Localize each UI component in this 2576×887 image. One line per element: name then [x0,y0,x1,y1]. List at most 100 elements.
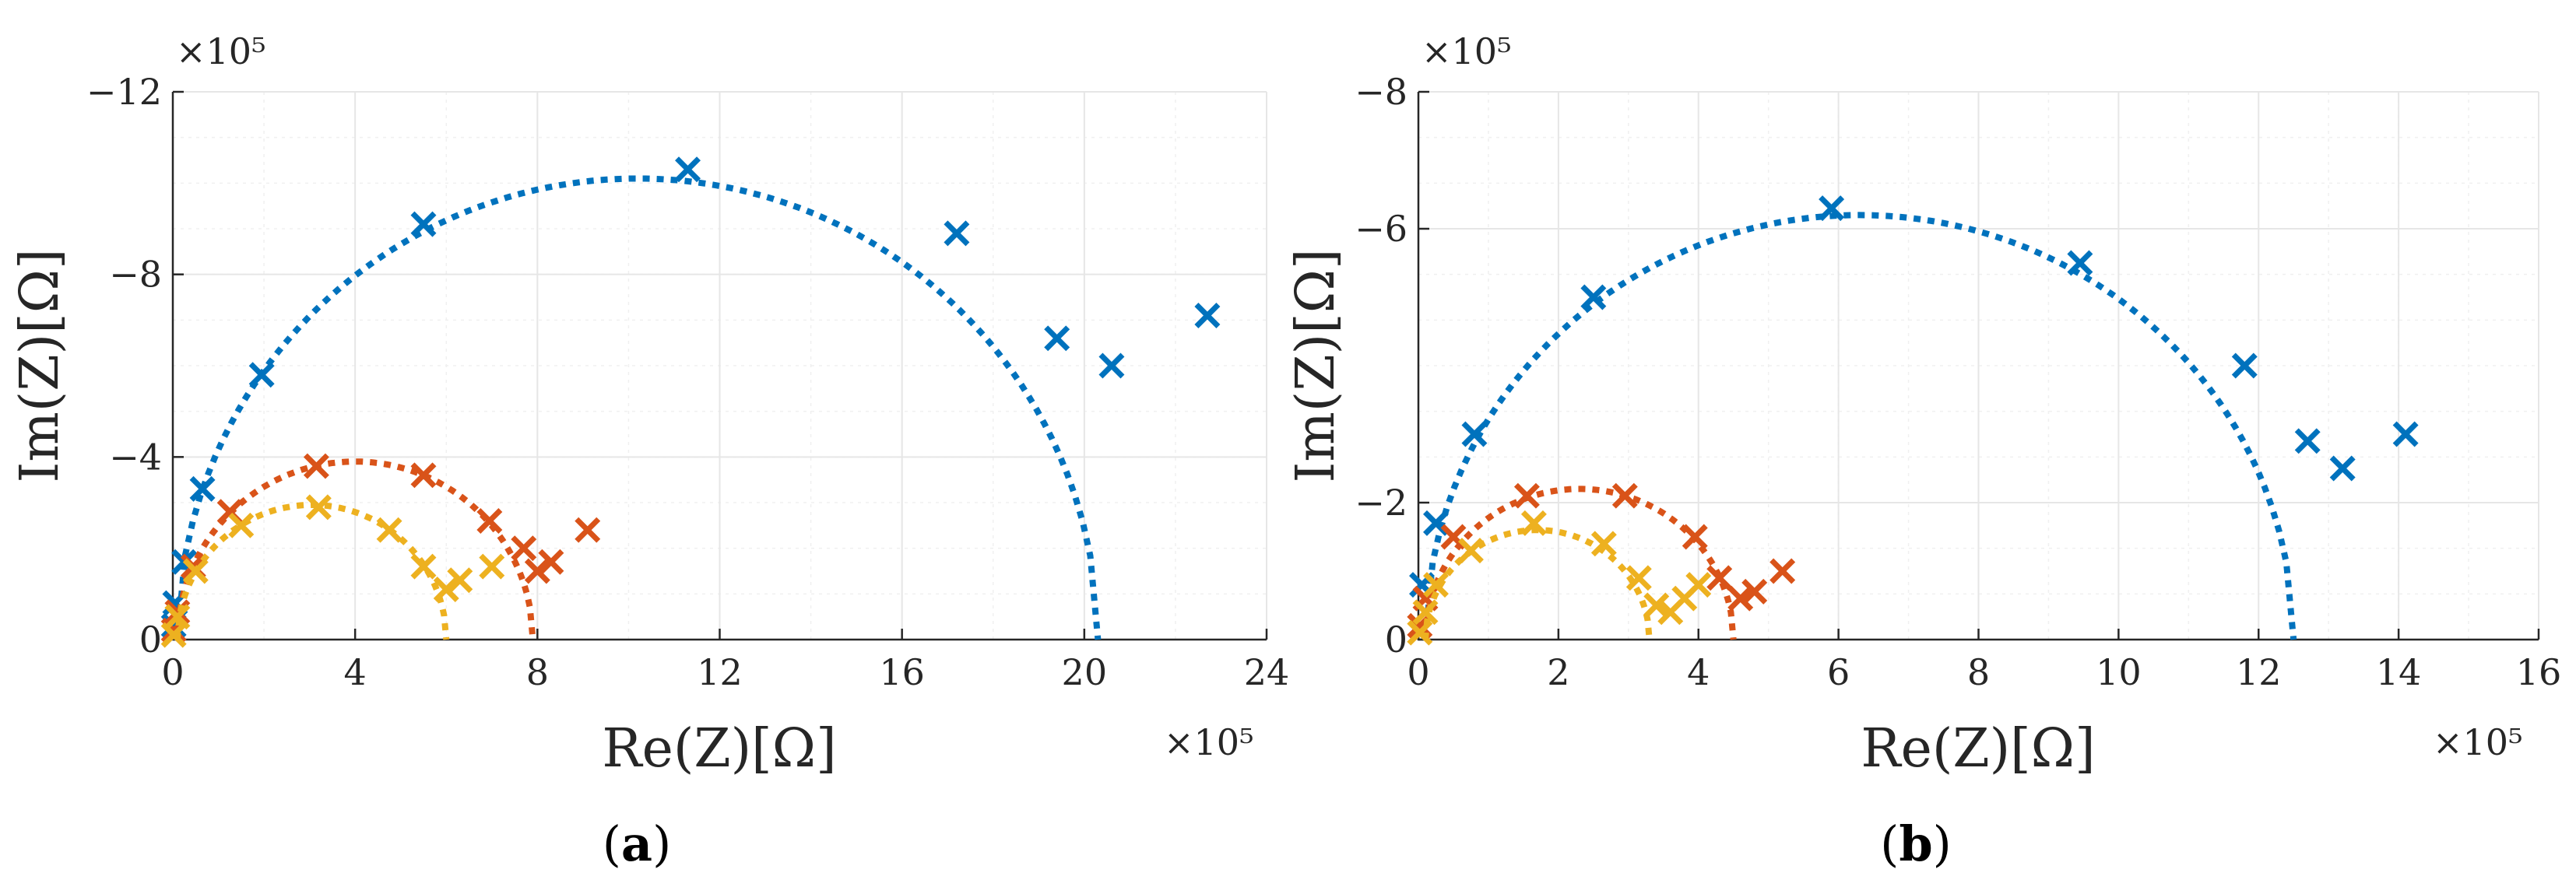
x-axis-label: Re(Z)[Ω] [1861,718,2095,780]
data-point-stroke [2067,250,2093,276]
y-tick-label: 0 [1385,619,1407,661]
y-exponent-label: ×10⁵ [176,30,266,72]
data-point [944,220,970,247]
y-tick-label: 0 [139,619,162,661]
data-point-stroke [2231,352,2258,379]
panel-label-close-paren: ) [652,815,671,872]
data-point-stroke [164,599,191,626]
data-point-stroke [511,535,537,562]
data-point [1769,558,1796,584]
data-point [479,553,505,580]
data-point-stroke [2329,455,2356,482]
data-point [433,576,459,602]
data-point-stroke [305,494,332,521]
data-point-stroke [476,507,503,534]
data-point-stroke [1098,352,1125,379]
data-point [1098,352,1125,379]
data-point [1194,302,1221,328]
y-exponent-label: ×10⁵ [1422,30,1512,72]
data-point [2392,421,2419,447]
data-point-stroke [1513,482,1540,509]
data-point-stroke [410,553,437,580]
panel-a: 0 4 8 12 16 20 24 0 −4 −8 −12 Re(Z)[Ω] Im(Z)[Ω] ×10⁵ ×… [9,30,1289,872]
data-point [189,475,216,502]
data-point [511,535,537,562]
data-point [1706,565,1733,591]
data-point-stroke [675,156,701,183]
data-point [538,549,564,575]
data-point [1727,585,1754,612]
data-point-stroke [944,220,970,247]
x-tick-label: 8 [526,651,549,693]
y-tick-label: −8 [1355,71,1407,113]
data-point [410,553,437,580]
data-point [182,558,209,584]
data-point [575,517,601,543]
data-point [1461,421,1488,447]
data-point [305,494,332,521]
x-tick-label: 8 [1967,651,1990,693]
series-1 [1409,195,2419,640]
data-point [2329,455,2356,482]
fit-curve [1422,486,1737,640]
data-point-stroke [1412,599,1439,626]
data-point [524,558,550,584]
x-tick-label: 6 [1827,651,1850,693]
x-tick-label: 12 [697,651,743,693]
series-3 [160,494,505,648]
fit-curve [174,175,1102,640]
y-axis-label: Im(Z)[Ω] [1285,248,1347,482]
x-tick-label: 0 [1407,651,1429,693]
panel-label-close-paren: ) [1933,815,1952,872]
data-point-stroke [524,558,550,584]
data-point [1580,284,1607,310]
data-point [1520,510,1547,536]
data-point-stroke [1611,482,1638,509]
data-point [376,517,402,543]
data-point [1643,592,1670,619]
x-tick-label: 12 [2236,651,2282,693]
data-point [447,567,473,594]
x-tick-label: 4 [344,651,367,693]
data-point-stroke [1194,302,1221,328]
data-point [160,622,187,648]
data-point [1625,565,1652,591]
data-point-stroke [1769,558,1796,584]
x-tick-label: 16 [2516,651,2562,693]
data-point-stroke [479,553,505,580]
x-tick-label: 4 [1687,651,1710,693]
data-point [675,156,701,183]
data-point-stroke [1685,572,1712,598]
panel-label: (b) [1880,815,1952,872]
data-point [1590,531,1617,557]
data-point [1457,538,1484,564]
x-exponent-label: ×10⁵ [2433,721,2523,763]
data-point-stroke [216,499,243,525]
data-point-stroke [160,622,187,648]
data-point [1423,572,1449,598]
data-point-stroke [189,475,216,502]
fit-curve [174,458,536,640]
data-point-stroke [1423,572,1449,598]
data-point-stroke [433,576,459,602]
data-point-stroke [1727,585,1754,612]
series-1 [160,156,1221,640]
x-tick-label: 24 [1244,651,1290,693]
x-tick-label: 14 [2376,651,2422,693]
data-point-stroke [1706,565,1733,591]
fit-curve [174,501,450,640]
series-3 [1407,510,1712,646]
x-tick-label: 0 [161,651,184,693]
data-point [410,462,437,489]
x-axis-label: Re(Z)[Ω] [602,718,836,780]
data-point-stroke [303,453,329,479]
data-point [476,507,503,534]
x-tick-label: 20 [1062,651,1108,693]
data-point-stroke [410,462,437,489]
series-2 [1407,482,1796,640]
y-tick-label: −4 [109,436,162,478]
data-point [2231,352,2258,379]
panel-label-letter: a [621,815,652,872]
data-point [1513,482,1540,509]
data-point-stroke [1407,619,1433,646]
